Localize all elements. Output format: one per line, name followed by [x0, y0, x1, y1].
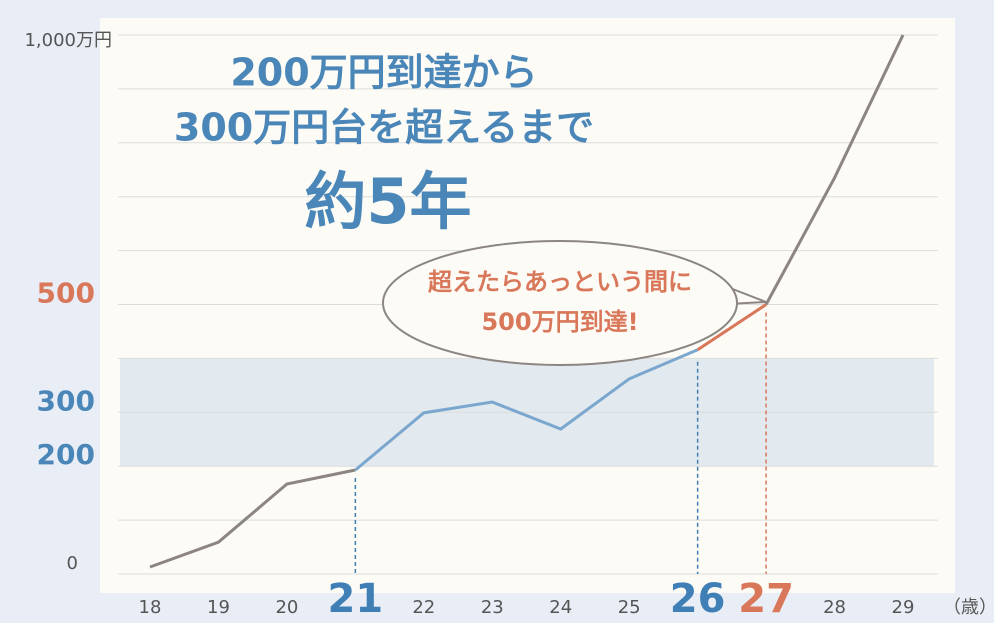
x-tick-label: 18 [139, 597, 162, 618]
x-tick-label: 22 [412, 597, 435, 618]
x-tick-label: 21 [328, 576, 384, 622]
callout-join [726, 289, 732, 305]
x-tick-label: 27 [738, 576, 794, 622]
callout-line: 500万円到達! [481, 308, 638, 336]
y-tick-label: 200 [37, 438, 95, 471]
x-tick-label: 23 [481, 597, 504, 618]
title-line: 約5年 [304, 165, 471, 238]
y-tick-label: 500 [37, 277, 95, 310]
callout-line: 超えたらあっという間に [428, 268, 692, 296]
title-line: 200万円到達から [230, 51, 537, 95]
callout [382, 240, 738, 366]
y-tick-label: 0 [67, 553, 78, 574]
line-segment [764, 34, 905, 306]
x-tick-label: 28 [823, 597, 846, 618]
title-line: 300万円台を超えるまで [174, 106, 594, 150]
x-tick-label: 24 [549, 597, 572, 618]
x-tick-label: 20 [275, 597, 298, 618]
x-tick-label: 26 [670, 576, 726, 622]
line-segment [354, 348, 699, 472]
line-segment [149, 468, 356, 569]
y-tick-label: 300 [37, 384, 95, 417]
y-tick-label: 1,000万円 [24, 30, 112, 51]
line-segment [696, 303, 767, 352]
x-tick-label: 25 [618, 597, 641, 618]
x-tick-label: 29 [892, 597, 915, 618]
x-tick-label: 19 [207, 597, 230, 618]
x-unit: （歳） [943, 597, 994, 618]
